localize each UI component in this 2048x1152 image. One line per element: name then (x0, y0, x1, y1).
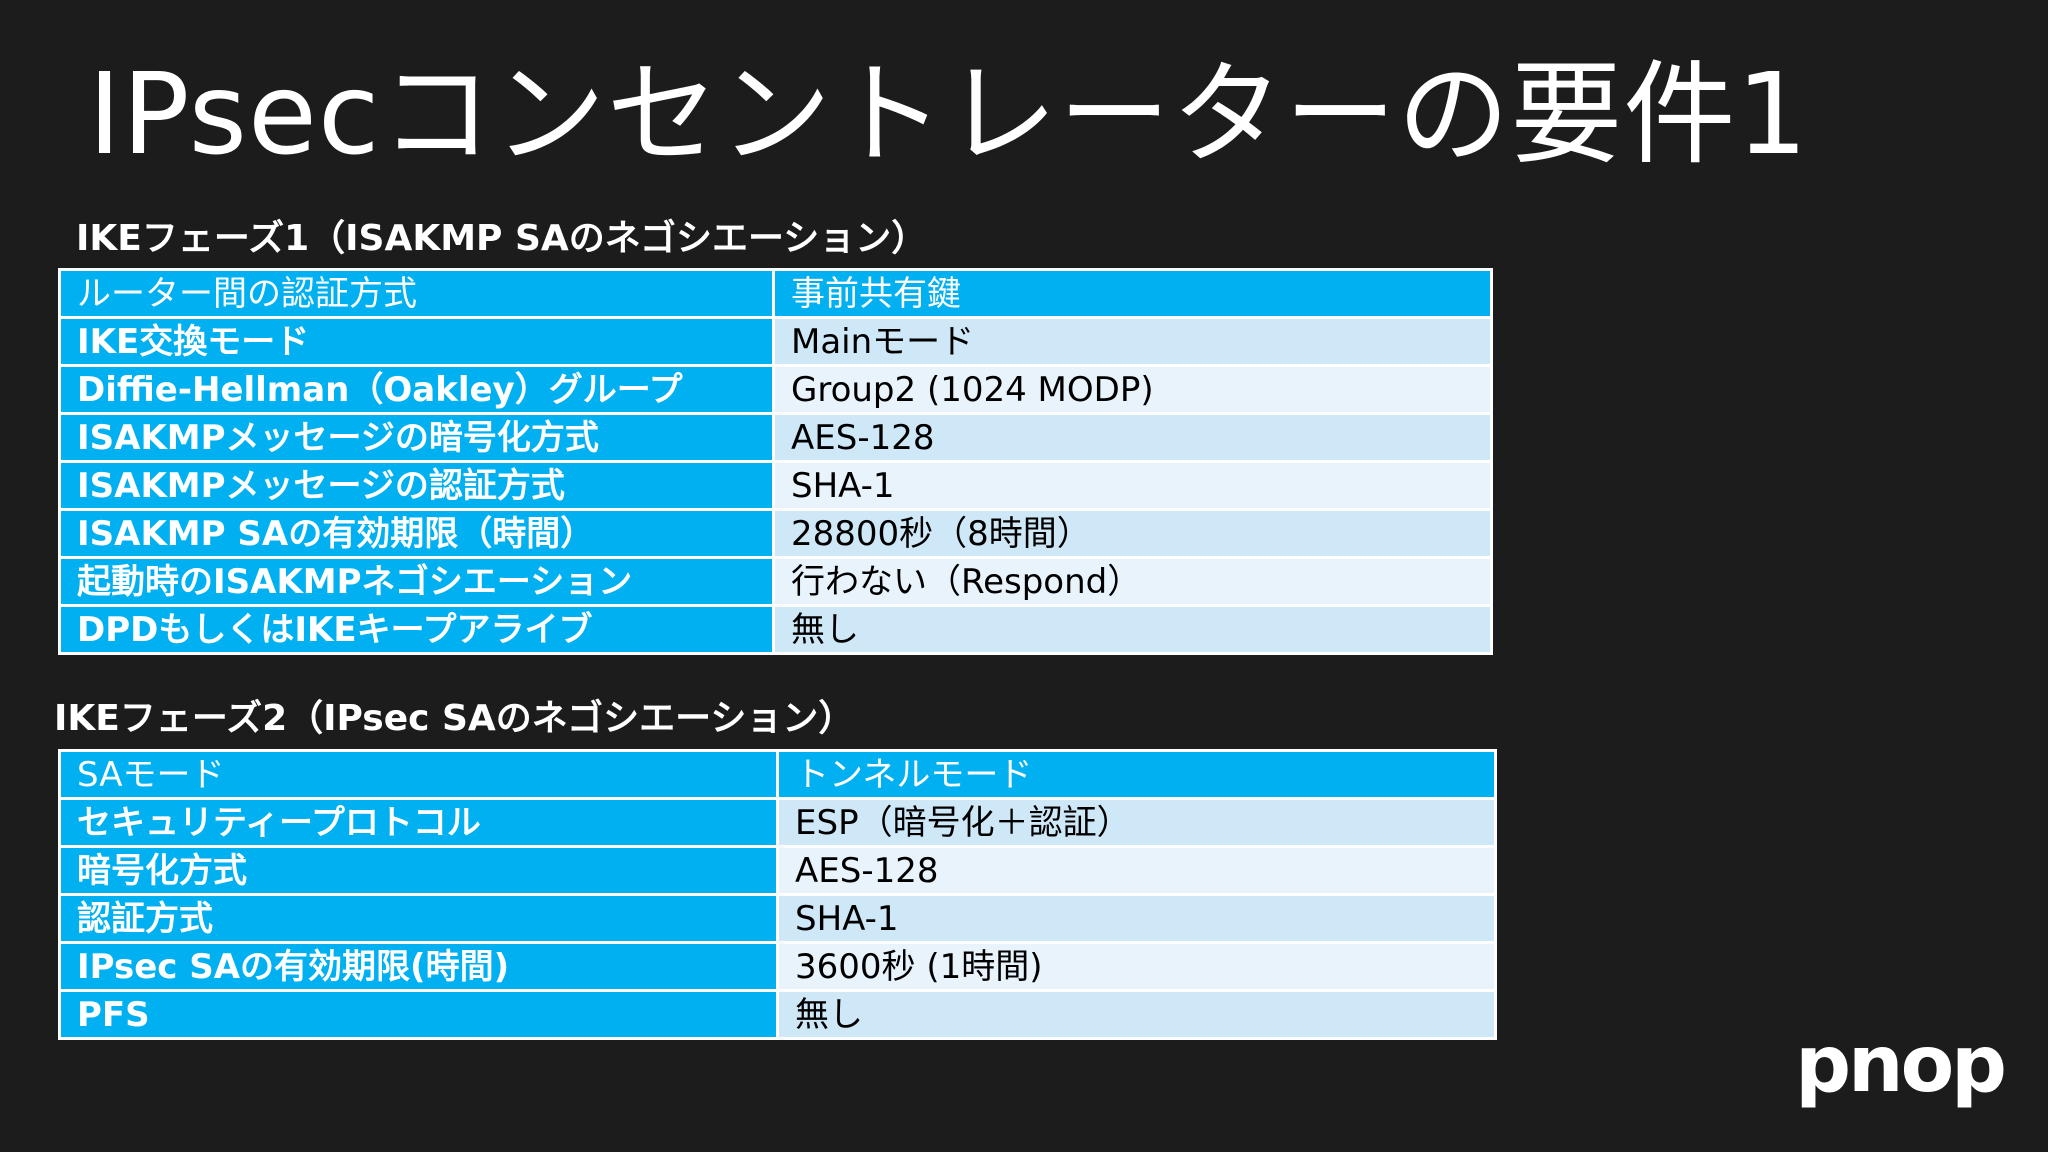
table-cell-key: ISAKMPメッセージの認証方式 (58, 460, 775, 511)
table-row: SAモード トンネルモード (58, 749, 1497, 800)
table-cell-key: セキュリティープロトコル (58, 797, 779, 848)
table-cell-key: ISAKMP SAの有効期限（時間） (58, 508, 775, 559)
table-row: 起動時のISAKMPネゴシエーション 行わない（Respond） (58, 556, 1493, 607)
table-cell-key: PFS (58, 989, 779, 1040)
table-cell-key: Diffie-Hellman（Oakley）グループ (58, 364, 775, 415)
table-cell-key: IPsec SAの有効期限(時間) (58, 941, 779, 992)
table-cell-key: 認証方式 (58, 893, 779, 944)
table-row: ISAKMP SAの有効期限（時間） 28800秒（8時間） (58, 508, 1493, 559)
table-cell-value: SHA-1 (772, 460, 1493, 511)
table-cell-key: 起動時のISAKMPネゴシエーション (58, 556, 775, 607)
slide-title: IPsecコンセントレーターの要件1 (88, 50, 1809, 180)
table-cell-value: 28800秒（8時間） (772, 508, 1493, 559)
table-cell-value: Mainモード (772, 316, 1493, 367)
table-cell-key: IKE交換モード (58, 316, 775, 367)
table-cell-value: Group2 (1024 MODP) (772, 364, 1493, 415)
table-cell-key: ISAKMPメッセージの暗号化方式 (58, 412, 775, 463)
table-cell-key: SAモード (58, 749, 779, 800)
table-row: PFS 無し (58, 989, 1497, 1040)
table-cell-key: 暗号化方式 (58, 845, 779, 896)
table-row: ISAKMPメッセージの暗号化方式 AES-128 (58, 412, 1493, 463)
table-cell-value: 無し (772, 604, 1493, 655)
table-cell-value: トンネルモード (776, 749, 1497, 800)
phase2-heading: IKEフェーズ2（IPsec SAのネゴシエーション） (54, 698, 855, 739)
table-row: ルーター間の認証方式 事前共有鍵 (58, 268, 1493, 319)
table-row: ISAKMPメッセージの認証方式 SHA-1 (58, 460, 1493, 511)
table-cell-value: AES-128 (772, 412, 1493, 463)
phase2-table: SAモード トンネルモード セキュリティープロトコル ESP（暗号化＋認証） 暗… (58, 749, 1497, 1040)
table-cell-value: SHA-1 (776, 893, 1497, 944)
table-cell-value: 事前共有鍵 (772, 268, 1493, 319)
pnop-logo: pnop (1795, 1020, 2007, 1110)
table-cell-value: 行わない（Respond） (772, 556, 1493, 607)
phase1-heading: IKEフェーズ1（ISAKMP SAのネゴシエーション） (76, 218, 928, 259)
table-cell-value: 無し (776, 989, 1497, 1040)
table-row: 暗号化方式 AES-128 (58, 845, 1497, 896)
table-cell-value: AES-128 (776, 845, 1497, 896)
table-cell-key: DPDもしくはIKEキープアライブ (58, 604, 775, 655)
table-row: Diffie-Hellman（Oakley）グループ Group2 (1024 … (58, 364, 1493, 415)
table-cell-value: 3600秒 (1時間) (776, 941, 1497, 992)
table-cell-key: ルーター間の認証方式 (58, 268, 775, 319)
table-row: IKE交換モード Mainモード (58, 316, 1493, 367)
table-row: 認証方式 SHA-1 (58, 893, 1497, 944)
table-cell-value: ESP（暗号化＋認証） (776, 797, 1497, 848)
table-row: IPsec SAの有効期限(時間) 3600秒 (1時間) (58, 941, 1497, 992)
table-row: DPDもしくはIKEキープアライブ 無し (58, 604, 1493, 655)
phase1-table: ルーター間の認証方式 事前共有鍵 IKE交換モード Mainモード Diffie… (58, 268, 1493, 655)
table-row: セキュリティープロトコル ESP（暗号化＋認証） (58, 797, 1497, 848)
